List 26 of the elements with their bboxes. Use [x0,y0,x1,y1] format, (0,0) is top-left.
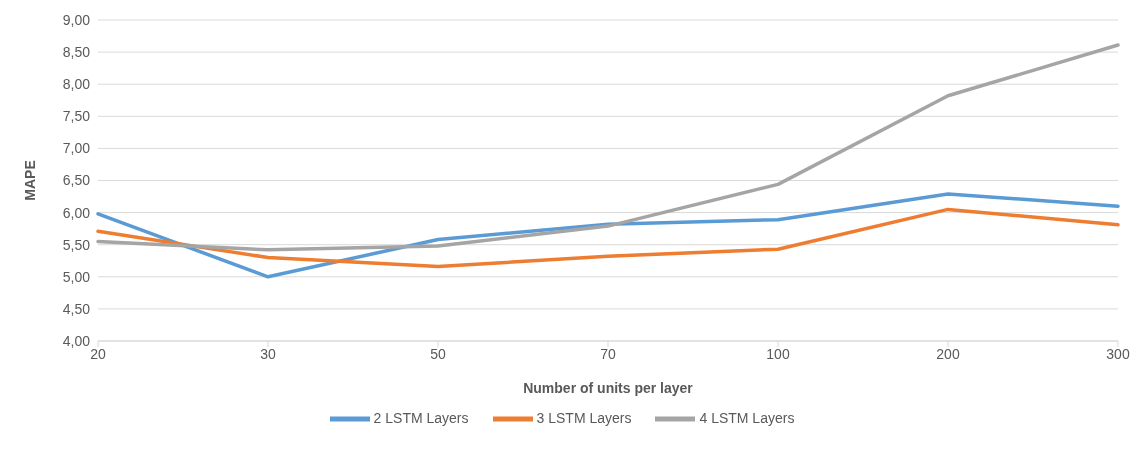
x-tick-label: 20 [90,345,106,362]
y-tick-label: 6,50 [62,172,91,189]
x-tick-label: 50 [430,345,446,362]
x-tick-label: 300 [1106,345,1130,362]
x-tick-label: 200 [936,345,960,362]
legend-label: 3 LSTM Layers [536,409,632,426]
y-tick-label: 5,50 [62,236,91,253]
line-series [96,207,1120,269]
legend-label: 4 LSTM Layers [699,409,795,426]
y-tick-label: 8,50 [62,44,91,61]
x-axis-title: Number of units per layer [523,380,694,396]
x-tick-label: 100 [766,345,790,362]
y-tick-label: 4,50 [62,300,91,317]
y-tick-label: 8,00 [62,76,91,93]
y-tick-label: 6,00 [62,204,91,221]
x-tick-label: 30 [260,345,276,362]
line-series [96,192,1120,279]
y-tick-label: 4,00 [62,332,91,349]
y-tick-label: 5,00 [62,268,91,285]
y-axis-title: MAPE [21,160,38,201]
line-series [96,43,1120,252]
legend-label: 2 LSTM Layers [373,409,469,426]
y-tick-label: 7,00 [62,140,91,157]
y-tick-label: 9,00 [62,11,91,28]
x-tick-label: 70 [600,345,616,362]
y-tick-label: 7,50 [62,108,91,125]
